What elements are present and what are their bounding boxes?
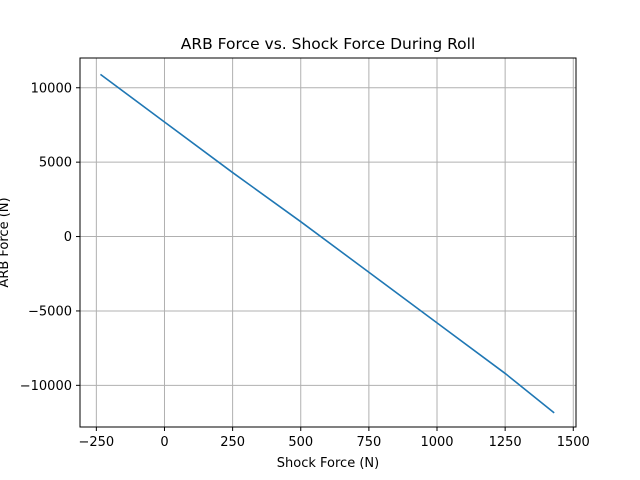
y-axis: −10000 −5000 0 5000 10000 — [20, 81, 80, 394]
x-axis: −250 0 250 500 750 1000 1250 1500 — [78, 427, 590, 450]
x-tick-label: −250 — [78, 435, 114, 450]
grid-lines — [80, 58, 576, 427]
plot-frame — [79, 57, 577, 428]
series-line — [99, 73, 555, 414]
y-axis-label: ARB Force (N) — [0, 197, 12, 287]
y-tick-label: −5000 — [28, 304, 72, 319]
y-tick-label: 0 — [64, 230, 72, 245]
chart-title: ARB Force vs. Shock Force During Roll — [181, 35, 476, 53]
x-tick-label: 1250 — [489, 435, 522, 450]
x-tick-label: 0 — [160, 435, 168, 450]
x-tick-label: 250 — [220, 435, 245, 450]
y-tick-label: 5000 — [39, 156, 72, 171]
y-tick-label: 10000 — [31, 81, 72, 96]
x-tick-label: 750 — [356, 435, 381, 450]
x-tick-label: 1000 — [420, 435, 453, 450]
y-tick-label: −10000 — [20, 379, 72, 394]
x-tick-label: 500 — [288, 435, 313, 450]
x-tick-label: 1500 — [557, 435, 590, 450]
x-axis-label: Shock Force (N) — [277, 456, 379, 471]
series-layer — [99, 73, 555, 414]
